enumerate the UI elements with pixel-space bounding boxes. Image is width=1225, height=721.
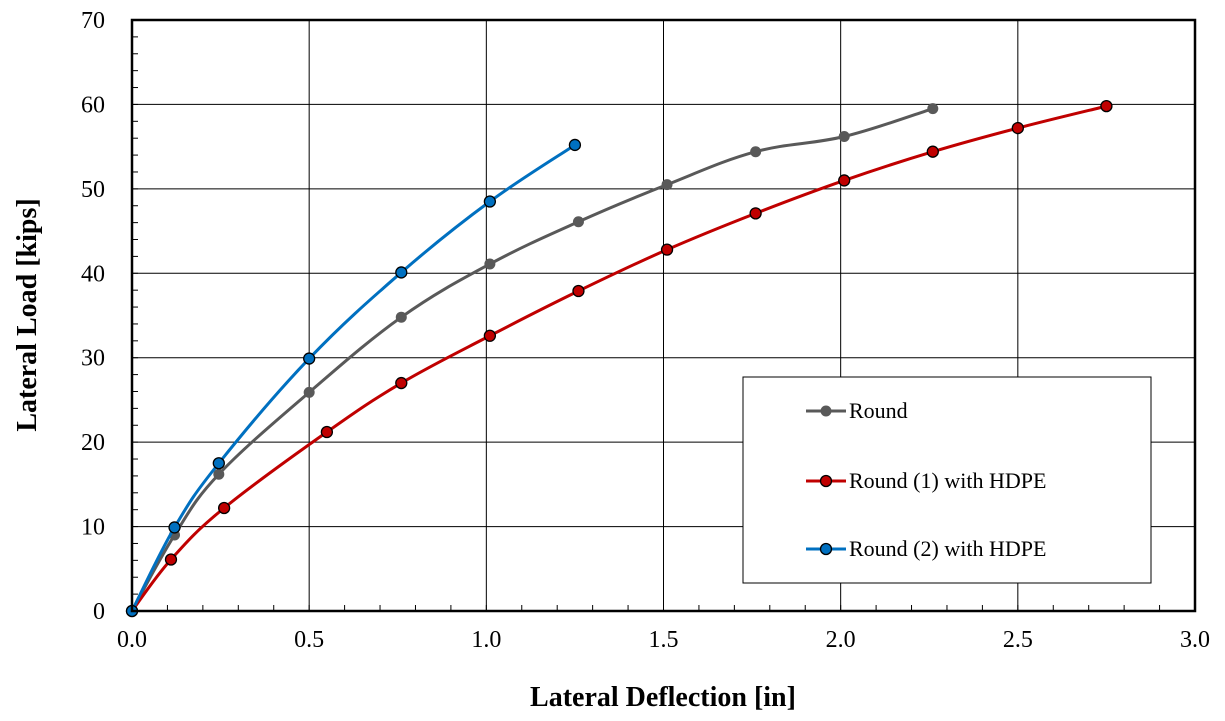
legend-marker-round-2-hdpe	[819, 542, 833, 556]
data-point-round-1-with-hdpe	[320, 425, 334, 439]
data-point-round	[303, 386, 315, 398]
data-point-round	[572, 216, 584, 228]
y-tick-label: 70	[81, 8, 105, 34]
data-point-round-1-with-hdpe	[660, 243, 674, 256]
data-point-round	[484, 258, 496, 270]
x-tick-label: 1.5	[649, 627, 679, 653]
x-tick-label: 3.0	[1180, 627, 1210, 653]
x-tick-label: 2.0	[826, 627, 856, 653]
data-point-round-2-with-hdpe	[395, 266, 408, 279]
x-tick-labels: 0.0 0.5 1.0 1.5 2.0 2.5 3.0	[117, 627, 1210, 653]
data-point-round-1-with-hdpe	[1100, 99, 1113, 113]
x-axis-title: Lateral Deflection [in]	[530, 682, 796, 713]
data-point-round-1-with-hdpe	[164, 553, 178, 566]
legend-label-round-1-hdpe: Round (1) with HDPE	[849, 468, 1046, 493]
legend: Round Round (1) with HDPE Round (2) with…	[742, 376, 1152, 584]
data-point-round	[927, 103, 939, 115]
data-point-round-1-with-hdpe	[395, 376, 408, 390]
series-round-1-with-hdpe	[125, 99, 1113, 618]
y-tick-label: 20	[81, 430, 105, 456]
legend-item-round-1-hdpe: Round (1) with HDPE	[806, 468, 1046, 493]
legend-item-round: Round	[806, 398, 908, 423]
data-point-round	[750, 146, 762, 158]
legend-marker-round-1-hdpe	[819, 474, 833, 488]
x-tick-label: 2.5	[1003, 627, 1033, 653]
y-tick-label: 0	[93, 599, 105, 625]
data-point-round-1-with-hdpe	[926, 145, 939, 158]
data-point-round-1-with-hdpe	[838, 174, 851, 187]
grid-lines	[132, 20, 1195, 611]
legend-label-round-2-hdpe: Round (2) with HDPE	[849, 536, 1046, 561]
data-point-round-1-with-hdpe	[483, 329, 497, 342]
series-layer	[125, 99, 1113, 618]
y-tick-label: 60	[81, 92, 105, 118]
legend-marker-round	[820, 405, 832, 417]
y-tick-label: 10	[81, 515, 105, 541]
data-point-round-2-with-hdpe	[568, 138, 582, 152]
data-point-round-2-with-hdpe	[303, 352, 316, 365]
data-point-round	[838, 131, 850, 143]
data-point-round-1-with-hdpe	[217, 501, 231, 515]
data-point-round-1-with-hdpe	[1011, 121, 1024, 135]
data-point-round-1-with-hdpe	[749, 207, 762, 220]
plot-area-border	[130, 18, 1197, 613]
x-tick-label: 0.5	[294, 627, 324, 653]
y-tick-label: 30	[81, 346, 105, 372]
data-point-round	[661, 179, 673, 191]
x-tick-label: 1.0	[471, 627, 501, 653]
data-point-round-2-with-hdpe	[483, 195, 497, 208]
data-point-round-2-with-hdpe	[168, 521, 181, 534]
x-tick-label: 0.0	[117, 627, 147, 653]
series-round	[126, 103, 939, 617]
y-tick-label: 50	[81, 177, 105, 203]
y-tick-label: 40	[81, 261, 105, 287]
legend-label-round: Round	[849, 398, 908, 423]
y-axis-title: Lateral Load [kips]	[12, 198, 43, 431]
data-point-round	[395, 311, 407, 323]
data-point-round-2-with-hdpe	[212, 457, 225, 470]
data-point-round	[213, 468, 225, 480]
y-tick-labels: 0 10 20 30 40 50 60 70	[81, 8, 105, 625]
legend-item-round-2-hdpe: Round (2) with HDPE	[806, 536, 1046, 561]
data-point-round-1-with-hdpe	[572, 284, 585, 298]
